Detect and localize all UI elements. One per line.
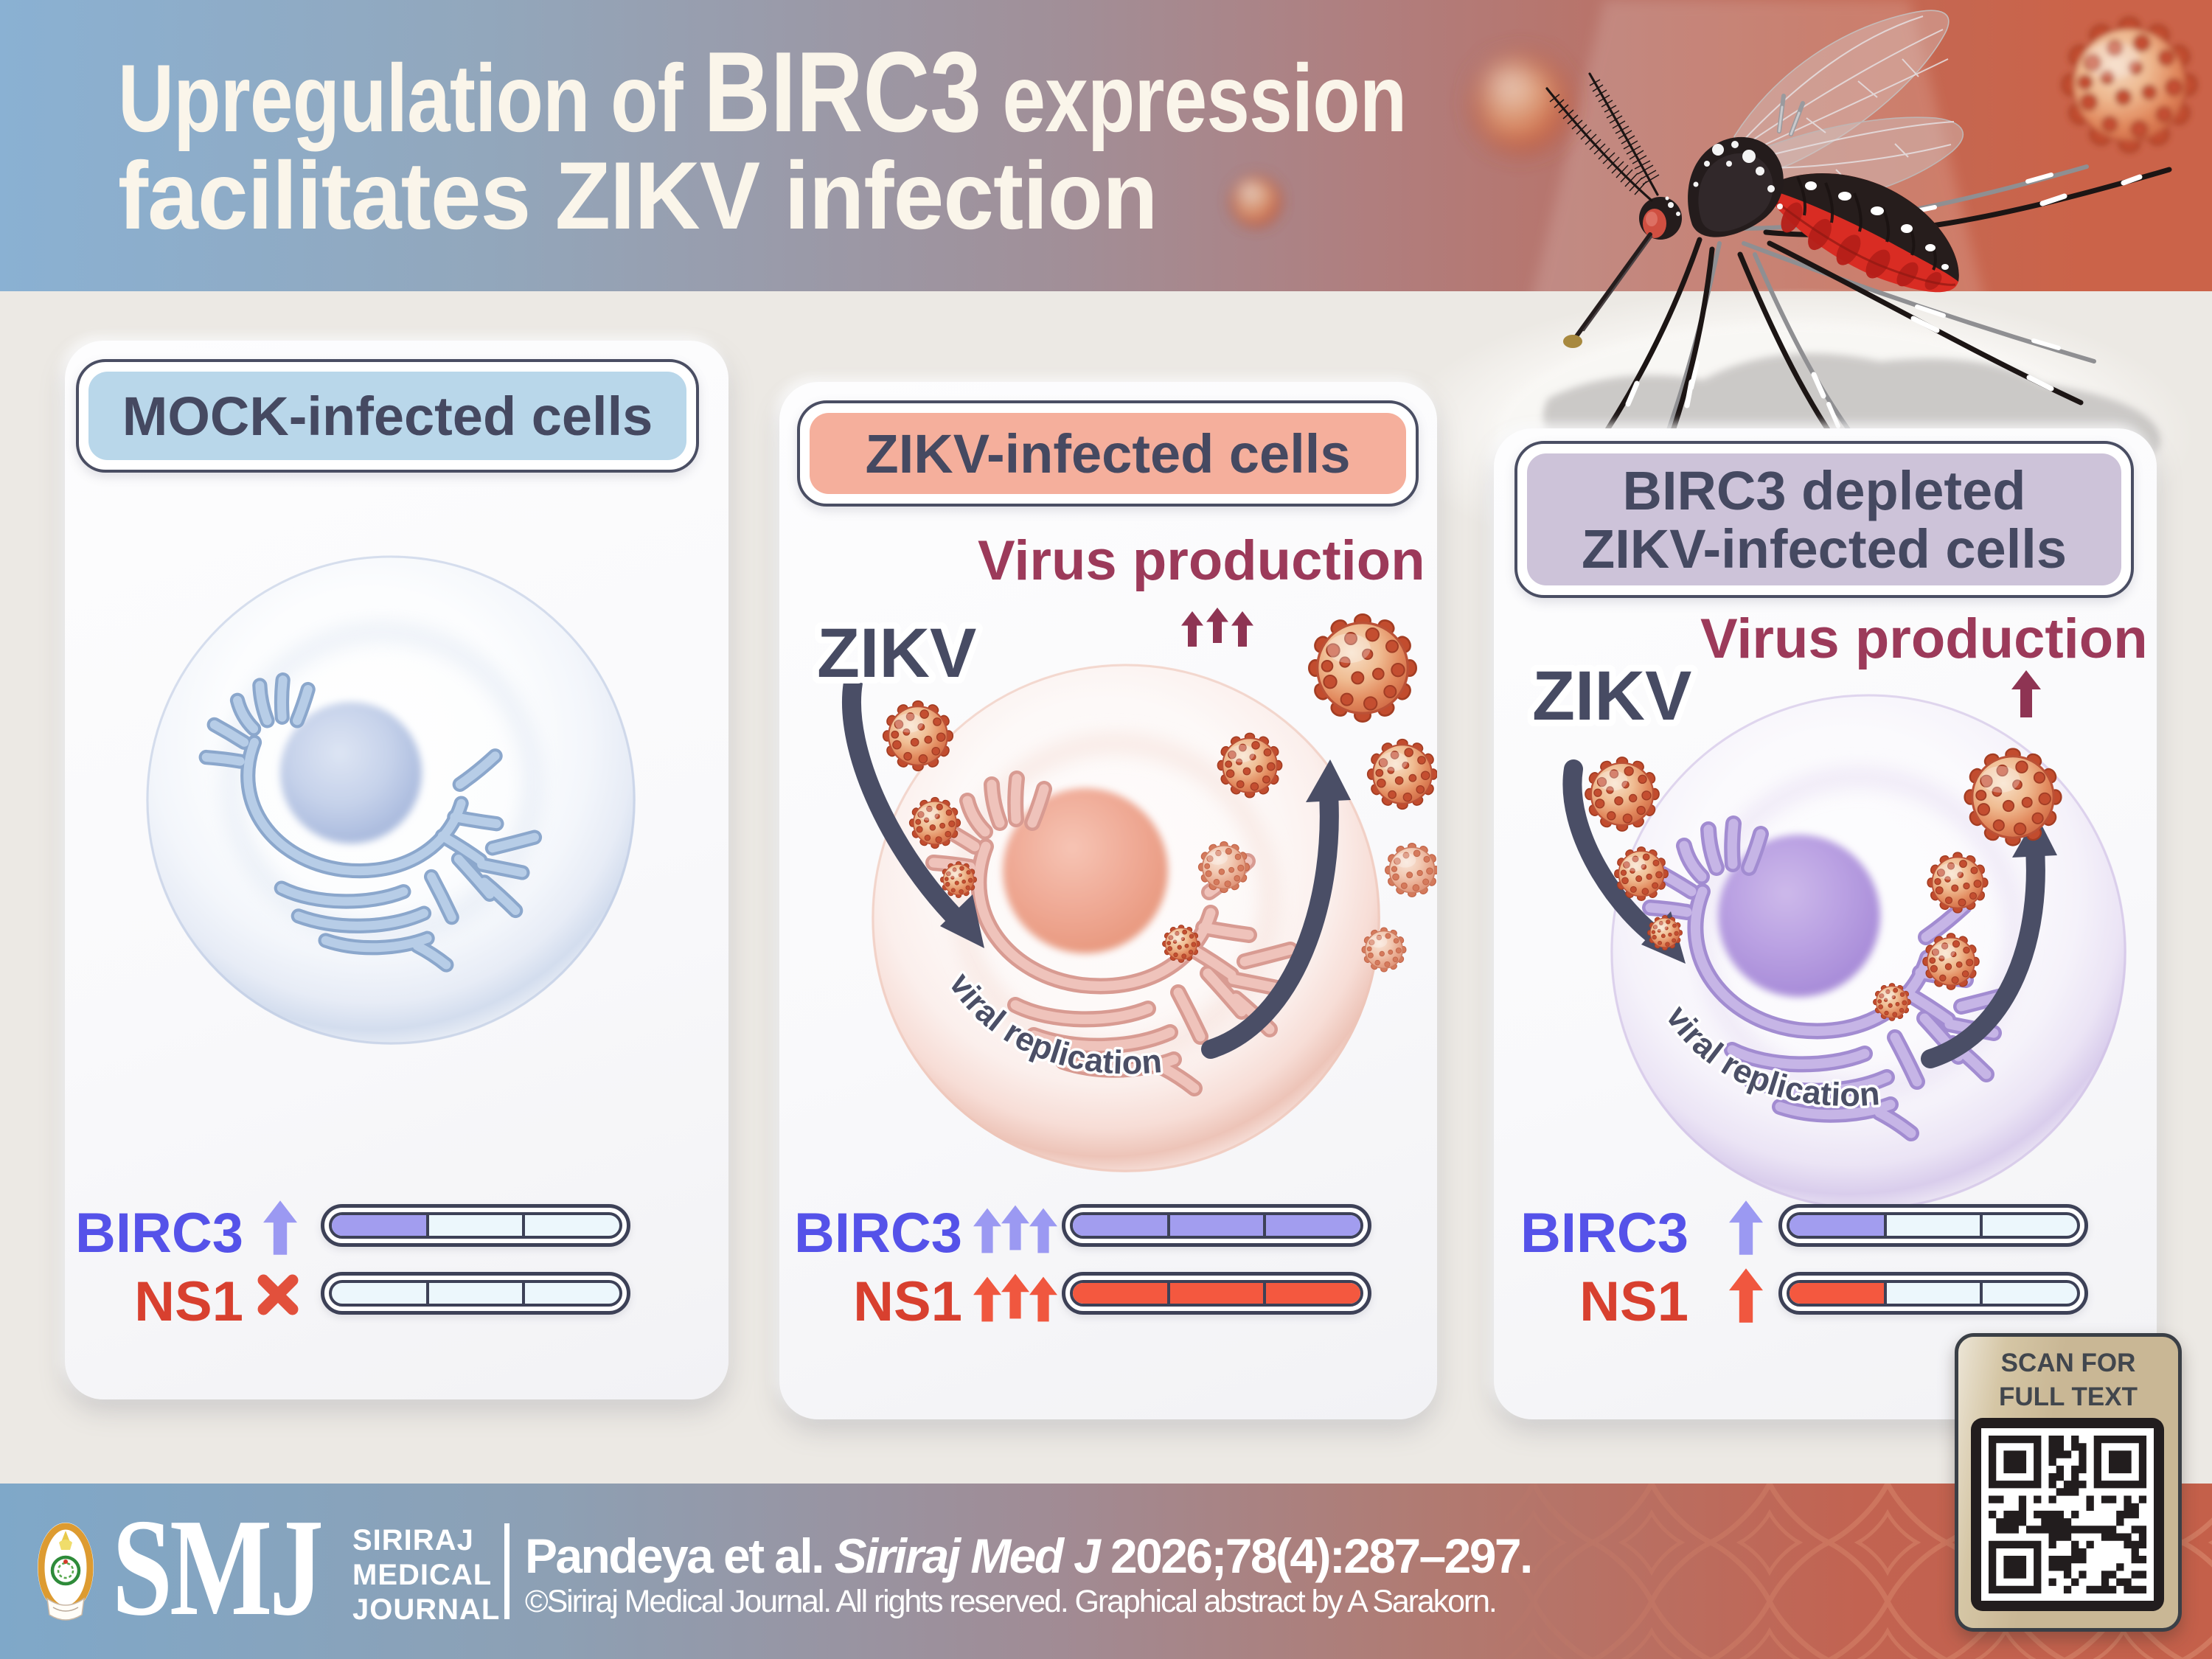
svg-text:ZIKV: ZIKV [817,614,976,692]
svg-text:ZIKV: ZIKV [1532,657,1691,735]
